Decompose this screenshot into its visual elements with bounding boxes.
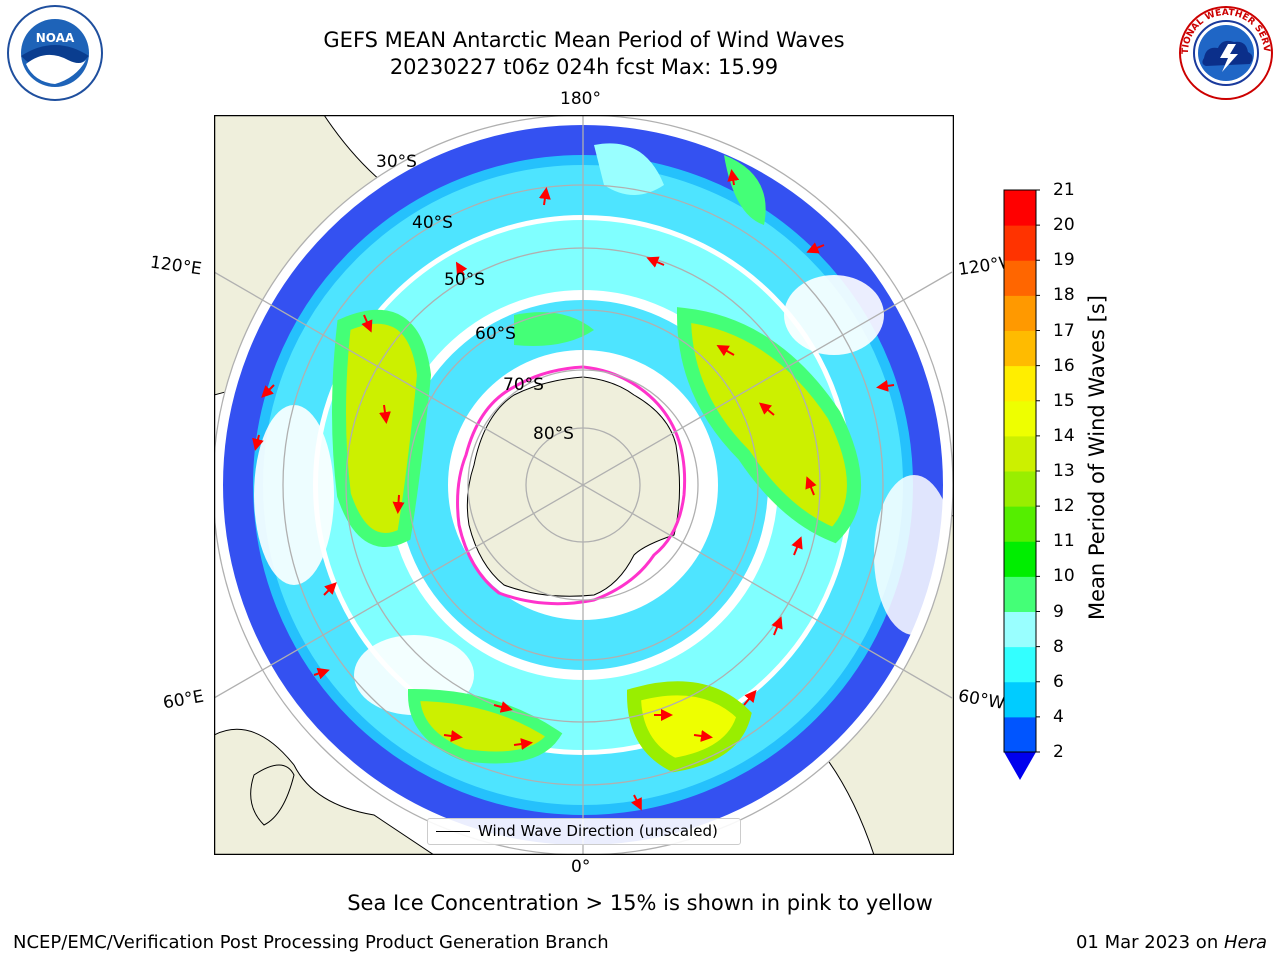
- colorbar-tick-label: 11: [1053, 531, 1075, 552]
- colorbar-band: [1004, 260, 1036, 296]
- colorbar-band: [1004, 330, 1036, 367]
- polar-map: [214, 115, 954, 855]
- colorbar-band: [1004, 435, 1036, 472]
- lat-label-80s: 80°S: [533, 424, 574, 444]
- colorbar-tick-label: 9: [1053, 601, 1064, 622]
- lon-label-60e: 60°E: [161, 686, 206, 714]
- lon-label-180: 180°: [560, 89, 601, 109]
- colorbar-band: [1004, 225, 1036, 261]
- lon-label-60w: 60°W: [956, 686, 1007, 714]
- colorbar-extend-triangle: [1004, 752, 1036, 780]
- land-madagascar: [250, 764, 295, 826]
- footer-host: Hera: [1223, 932, 1267, 953]
- legend-label: Wind Wave Direction (unscaled): [478, 822, 718, 840]
- lat-label-50s: 50°S: [444, 270, 485, 290]
- colorbar: [1003, 189, 1040, 780]
- colorbar-band: [1004, 471, 1036, 507]
- legend-line-sample: [436, 831, 470, 832]
- lat-label-40s: 40°S: [412, 213, 453, 233]
- map-legend: Wind Wave Direction (unscaled): [427, 818, 741, 845]
- colorbar-tick-label: 15: [1053, 390, 1075, 411]
- colorbar-tick-label: 2: [1053, 742, 1064, 762]
- colorbar-band: [1004, 506, 1036, 542]
- sea-ice-edge: [456, 365, 687, 606]
- footer-date-text: 01 Mar 2023 on: [1075, 932, 1224, 953]
- colorbar-tick-label: 16: [1053, 355, 1075, 376]
- noaa-logo: NOAA: [7, 5, 103, 101]
- colorbar-band: [1004, 190, 1036, 226]
- nws-logo: NATIONAL WEATHER SERVICE: [1176, 4, 1273, 100]
- lon-label-0: 0°: [571, 857, 591, 877]
- colorbar-band: [1004, 541, 1036, 577]
- lat-label-60s: 60°S: [475, 324, 516, 344]
- colorbar-band: [1004, 646, 1036, 683]
- colorbar-tick-label: 4: [1053, 706, 1064, 727]
- colorbar-tick-label: 17: [1053, 320, 1075, 341]
- colorbar-band: [1004, 365, 1036, 402]
- lat-label-70s: 70°S: [503, 375, 544, 395]
- colorbar-title: Mean Period of Wind Waves [s]: [1085, 295, 1109, 620]
- footer-date: 01 Mar 2023 on Hera: [1076, 932, 1267, 953]
- colorbar-tick-label: 6: [1053, 671, 1064, 692]
- lat-label-30s: 30°S: [376, 152, 417, 172]
- colorbar-tick-label: 13: [1053, 461, 1075, 481]
- colorbar-band: [1004, 681, 1036, 718]
- noaa-logo-text: NOAA: [36, 31, 75, 45]
- colorbar-tick-label: 10: [1053, 566, 1075, 587]
- footer-org: NCEP/EMC/Verification Post Processing Pr…: [13, 932, 609, 953]
- wave-arrows: [252, 169, 895, 811]
- chart-title: GEFS MEAN Antarctic Mean Period of Wind …: [323, 28, 845, 52]
- colorbar-tick-label: 21: [1053, 180, 1075, 200]
- colorbar-tick-label: 12: [1053, 496, 1075, 517]
- land-africa: [214, 728, 435, 855]
- map-frame: [214, 115, 954, 855]
- sea-ice-caption: Sea Ice Concentration > 15% is shown in …: [347, 891, 933, 915]
- colorbar-tick-label: 19: [1053, 250, 1075, 271]
- colorbar-band: [1004, 716, 1036, 753]
- colorbar-tick-label: 8: [1053, 636, 1064, 657]
- colorbar-tick-label: 14: [1053, 425, 1075, 446]
- colorbar-band: [1004, 400, 1036, 437]
- colorbar-band: [1004, 295, 1036, 331]
- colorbar-tick-label: 18: [1053, 285, 1075, 306]
- chart-subtitle: 20230227 t06z 024h fcst Max: 15.99: [389, 55, 779, 79]
- lon-label-120e: 120°E: [148, 252, 203, 280]
- colorbar-bands: [1004, 190, 1036, 753]
- colorbar-band: [1004, 611, 1036, 648]
- colorbar-tick-label: 20: [1053, 215, 1075, 236]
- colorbar-band: [1004, 576, 1036, 612]
